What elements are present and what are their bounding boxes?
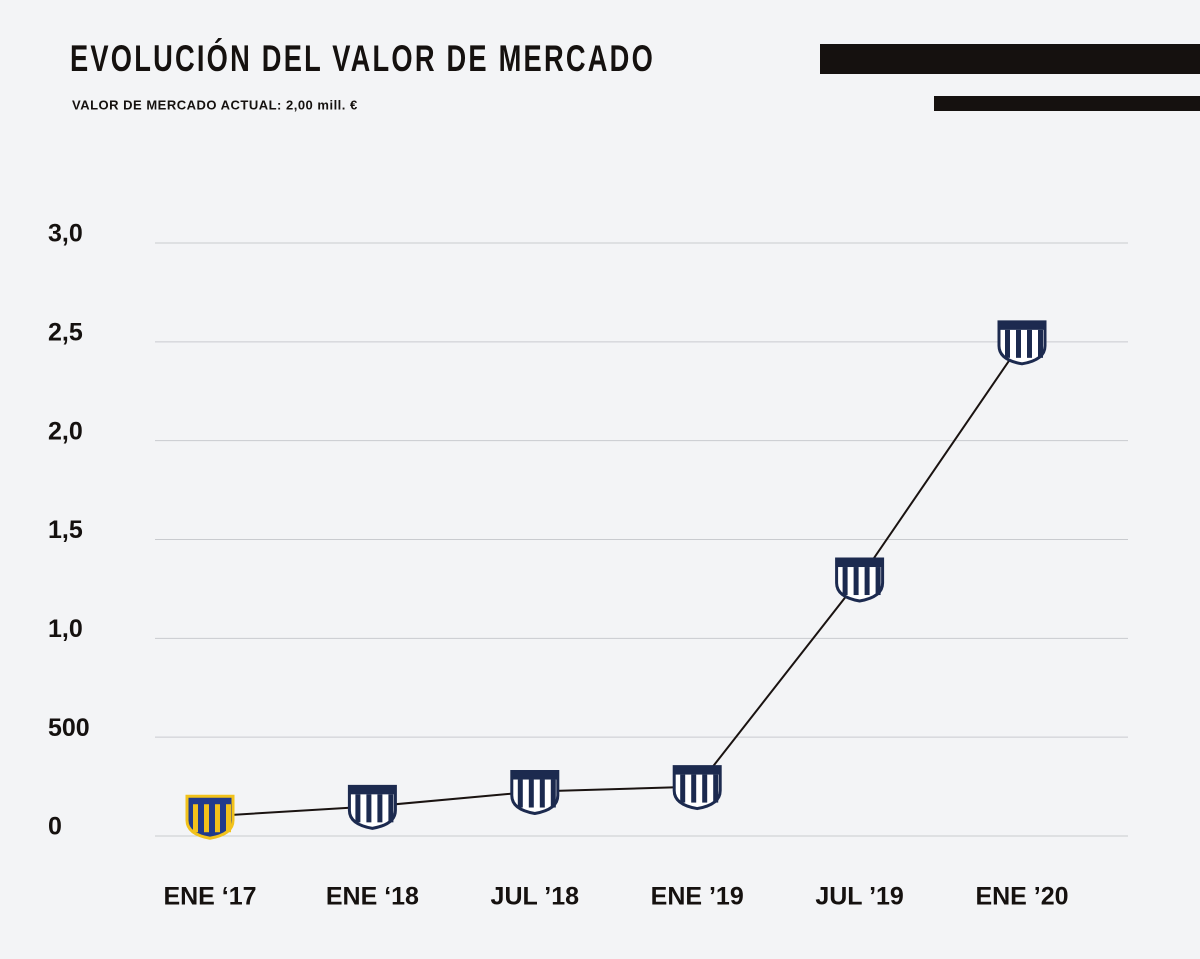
x-tick-label: ENE ’20	[975, 883, 1068, 911]
crest-stripe	[528, 779, 534, 808]
crest-stripe	[204, 804, 209, 833]
crest-stripe	[388, 794, 394, 823]
crest-marker	[672, 765, 722, 811]
crest-stripe	[702, 774, 708, 803]
crest-stripe	[226, 804, 231, 833]
crest-stripe	[1038, 329, 1043, 358]
crest-stripe	[193, 804, 198, 833]
crest-shape	[185, 794, 235, 840]
crest-stripe	[550, 779, 556, 808]
crest-stripe	[842, 567, 848, 596]
chart-subtitle: VALOR DE MERCADO ACTUAL: 2,00 mill. €	[72, 97, 358, 112]
x-tick-label: ENE ‘17	[163, 883, 256, 911]
crest-marker	[185, 794, 235, 840]
line	[209, 341, 1023, 818]
crest-marker	[835, 557, 885, 603]
crest-stripe	[377, 794, 383, 823]
crest-band	[999, 321, 1045, 330]
y-tick-label: 500	[48, 714, 90, 742]
deco-bar	[934, 96, 1200, 111]
chart-title: EVOLUCIÓN DEL VALOR DE MERCADO	[70, 37, 655, 79]
crest-shape	[510, 770, 560, 816]
y-tick-label: 1,5	[48, 516, 83, 544]
crest-shape	[997, 320, 1047, 366]
crest-stripe	[1027, 329, 1032, 358]
y-tick-label: 3,0	[48, 220, 83, 248]
x-tick-label: ENE ‘18	[326, 883, 419, 911]
x-tick-label: JUL ’19	[815, 883, 903, 911]
crest-stripe	[355, 794, 361, 823]
crest-stripe	[680, 774, 686, 803]
y-tick-label: 0	[48, 813, 62, 841]
crest-stripe	[853, 567, 859, 596]
crest-stripe	[875, 567, 881, 596]
deco-bar	[820, 44, 1200, 74]
crest-band	[674, 766, 721, 775]
y-tick-label: 1,0	[48, 615, 83, 643]
crest-shape	[835, 557, 885, 603]
crest-marker	[510, 770, 560, 816]
crest-stripe	[691, 774, 697, 803]
crest-stripe	[539, 779, 545, 808]
crest-band	[511, 771, 558, 780]
crest-band	[349, 786, 396, 795]
crest-stripe	[215, 804, 220, 833]
x-tick-label: ENE ’19	[651, 883, 744, 911]
crest-stripe	[366, 794, 372, 823]
crest-marker	[997, 320, 1047, 366]
crest-stripe	[713, 774, 719, 803]
crest-shape	[347, 784, 397, 830]
x-tick-label: JUL ’18	[491, 883, 580, 911]
crest-band	[836, 559, 883, 568]
y-tick-label: 2,0	[48, 417, 83, 445]
crest-stripe	[517, 779, 523, 808]
crest-stripe	[1005, 329, 1010, 358]
y-tick-label: 2,5	[48, 318, 83, 346]
crest-marker	[347, 784, 397, 830]
crest-shape	[672, 765, 722, 811]
crest-stripe	[1016, 329, 1021, 358]
crest-stripe	[864, 567, 870, 596]
